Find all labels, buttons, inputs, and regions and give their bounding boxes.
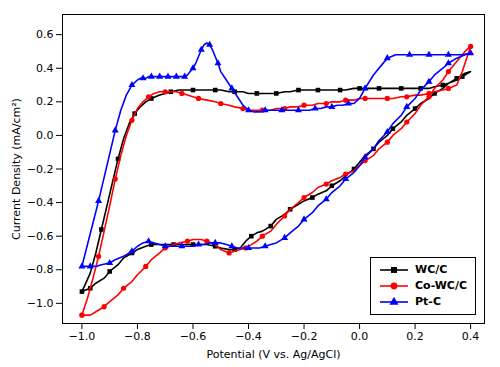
html-text:WC/C: WC/C bbox=[415, 263, 448, 276]
svg-text:−0.2: −0.2 bbox=[291, 330, 318, 343]
svg-text:0.0: 0.0 bbox=[351, 330, 369, 343]
html-text:Co-WC/C: Co-WC/C bbox=[415, 279, 467, 292]
svg-text:−0.8: −0.8 bbox=[27, 263, 54, 276]
svg-text:0.4: 0.4 bbox=[36, 62, 54, 75]
svg-text:0.4: 0.4 bbox=[462, 330, 480, 343]
svg-text:Current Density (mA/cm²): Current Density (mA/cm²) bbox=[10, 98, 23, 240]
svg-text:0.0: 0.0 bbox=[36, 129, 54, 142]
svg-text:−0.8: −0.8 bbox=[124, 330, 151, 343]
svg-text:0.6: 0.6 bbox=[36, 28, 54, 41]
svg-text:−0.4: −0.4 bbox=[235, 330, 262, 343]
svg-text:−1.0: −1.0 bbox=[27, 297, 54, 310]
html-text:Pt-C: Pt-C bbox=[415, 295, 441, 308]
svg-text:0.2: 0.2 bbox=[36, 95, 54, 108]
svg-text:0.2: 0.2 bbox=[406, 330, 424, 343]
svg-text:−0.2: −0.2 bbox=[27, 163, 54, 176]
svg-text:−0.6: −0.6 bbox=[180, 330, 207, 343]
svg-text:−0.6: −0.6 bbox=[27, 230, 54, 243]
svg-text:−0.4: −0.4 bbox=[27, 196, 54, 209]
svg-text:−1.0: −1.0 bbox=[69, 330, 96, 343]
svg-text:Potential (V vs. Ag/AgCl): Potential (V vs. Ag/AgCl) bbox=[207, 348, 341, 361]
